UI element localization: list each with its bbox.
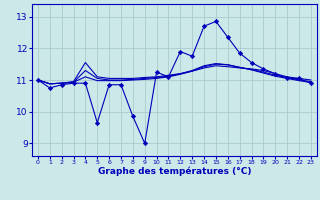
X-axis label: Graphe des températures (°C): Graphe des températures (°C) bbox=[98, 167, 251, 176]
